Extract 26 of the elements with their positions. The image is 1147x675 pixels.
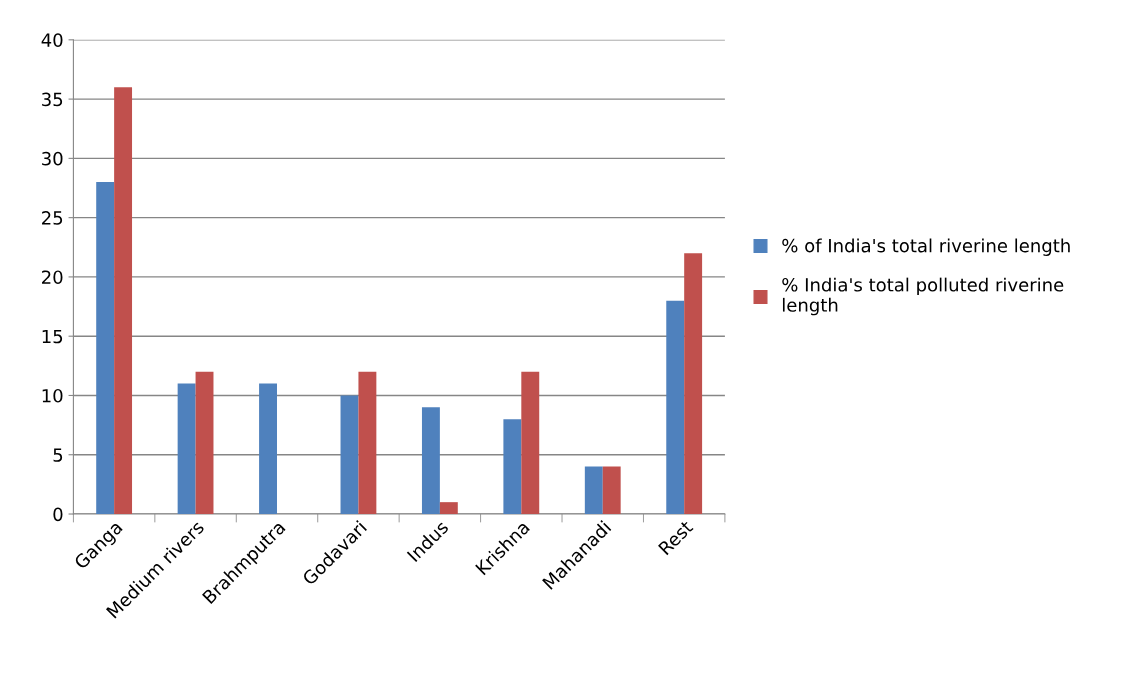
y-tick-label: 15 xyxy=(42,329,63,344)
bar xyxy=(259,383,277,515)
bar xyxy=(177,383,196,515)
bar xyxy=(439,502,458,515)
bar xyxy=(584,466,603,515)
bar xyxy=(340,395,359,515)
y-tick-label: 0 xyxy=(53,507,63,522)
bar xyxy=(96,182,115,515)
y-tick-label: 5 xyxy=(53,448,63,462)
y-tick-label: 35 xyxy=(42,92,63,107)
y-tick-label: 30 xyxy=(42,151,63,166)
bar xyxy=(195,371,214,515)
legend-label: % India's total polluted riverine length xyxy=(782,277,1064,316)
y-tick-label: 25 xyxy=(42,211,63,225)
bar xyxy=(358,371,377,515)
bar xyxy=(521,371,540,515)
y-tick-label: 40 xyxy=(41,33,63,47)
bar xyxy=(684,253,703,515)
y-tick-label: 10 xyxy=(42,388,63,403)
bar xyxy=(602,466,621,515)
bar xyxy=(503,419,522,515)
bar xyxy=(114,87,133,515)
bar xyxy=(666,300,685,515)
legend-label: % of India's total riverine length xyxy=(782,238,1070,256)
bar xyxy=(421,407,440,515)
y-tick-label: 20 xyxy=(42,270,63,285)
